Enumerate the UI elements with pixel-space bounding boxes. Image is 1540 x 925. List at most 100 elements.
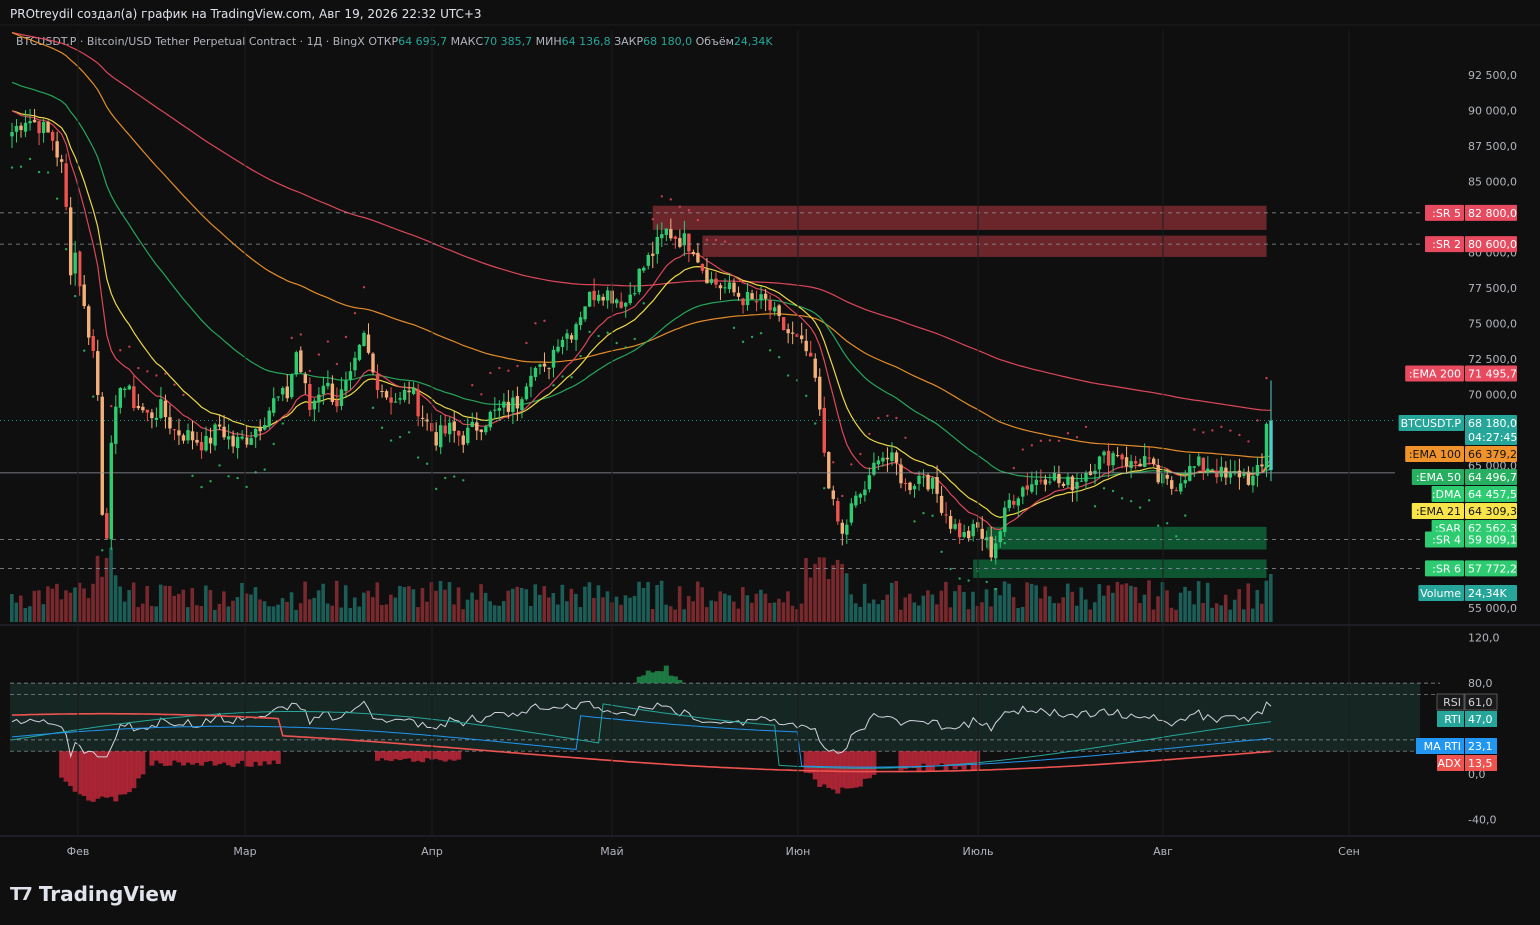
price-tag-label-bg [1411, 469, 1464, 485]
histogram-bar [244, 751, 250, 767]
volume-bar [993, 587, 998, 622]
candle-body [998, 531, 1002, 543]
histogram-bar [961, 751, 967, 770]
candle-body [1269, 420, 1273, 471]
candle-body [272, 398, 276, 413]
volume-bar [488, 601, 492, 622]
candle-body [944, 514, 948, 516]
candle-body [763, 293, 768, 299]
volume-bar [813, 563, 817, 622]
histogram-bar [72, 751, 78, 792]
candle-body [772, 307, 777, 312]
oscillator-tag-label-bg [1416, 738, 1464, 754]
candle-body [1215, 471, 1219, 478]
histogram-bar [902, 751, 908, 770]
volume-bar [849, 594, 853, 622]
volume-bar [768, 602, 772, 622]
volume-bar [795, 609, 799, 622]
sar-dot [841, 494, 844, 498]
candle-body [903, 482, 908, 484]
histogram-bar [217, 751, 223, 765]
price-axis-label: 92 500,0 [1468, 69, 1517, 82]
sar-dot [570, 376, 573, 379]
resistance-zone-sr2 [702, 235, 1267, 257]
histogram-bar [650, 672, 656, 684]
sar-dot [83, 349, 86, 352]
symbol-info-bar: BTCUSDT.P · Bitcoin/USD Tether Perpetual… [16, 35, 773, 48]
histogram-bar [966, 751, 972, 765]
candle-body [660, 234, 664, 239]
sar-dot [759, 331, 763, 335]
sar-dot [128, 345, 131, 348]
sar-dot [389, 439, 393, 442]
candle-body [741, 298, 745, 306]
volume-bar [361, 592, 366, 622]
candle-body [335, 400, 339, 407]
time-axis-label: Май [600, 845, 623, 858]
candle-body [596, 294, 601, 301]
candle-body [41, 121, 46, 134]
sar-dot [859, 452, 862, 456]
volume-bar [240, 582, 244, 622]
histogram-bar [162, 751, 168, 766]
sar-dot [922, 511, 925, 515]
high-label: МАКС [450, 35, 484, 48]
candle-body [23, 122, 28, 132]
sar-dot [146, 370, 149, 373]
histogram-bar [948, 751, 954, 766]
volume-bar [528, 605, 533, 622]
sar-dot [362, 286, 366, 289]
price-tag-label: :DMA [1432, 488, 1462, 501]
oscillator-tag-value: 47,0 [1468, 713, 1493, 726]
sar-dot [19, 165, 23, 168]
tradingview-logo[interactable]: 𝗧𝟳 TradingView [10, 882, 177, 906]
candle-body [87, 306, 91, 338]
histogram-bar [126, 751, 132, 793]
candle-body [59, 159, 64, 162]
sar-dot [453, 475, 456, 478]
sar-dot [705, 238, 709, 242]
support-zone-sr4 [986, 526, 1267, 550]
volume-bar [434, 590, 438, 622]
histogram-bar [226, 751, 232, 766]
candle-body [1174, 490, 1178, 492]
volume-bar [140, 603, 145, 622]
symbol-name[interactable]: BTCUSDT.P · Bitcoin/USD Tether Perpetual… [16, 35, 365, 48]
sar-dot [137, 366, 140, 370]
candle-body [637, 268, 641, 293]
time-axis-label: Июль [962, 845, 993, 858]
volume-bar [208, 589, 213, 622]
candle-body [136, 405, 141, 409]
candle-body [353, 357, 357, 371]
sar-dot [1012, 466, 1015, 470]
candle-body [664, 228, 669, 235]
histogram-bar [176, 751, 182, 763]
sar-dot [209, 480, 212, 483]
sar-dot [805, 394, 808, 397]
sar-dot [949, 567, 952, 571]
volume-bar [537, 594, 542, 622]
volume-bar [700, 587, 705, 622]
histogram-bar [934, 751, 940, 766]
candle-body [957, 523, 962, 538]
candle-body [578, 317, 583, 326]
volume-bar [82, 588, 86, 622]
open-value: 64 695,7 [398, 35, 448, 48]
candle-body [529, 375, 533, 387]
candle-body [312, 400, 317, 410]
candle-body [818, 376, 822, 410]
volume-label: Объём [695, 35, 734, 48]
candle-body [745, 292, 750, 306]
volume-bar [601, 597, 605, 622]
candle-body [37, 121, 41, 134]
volume-bar [533, 584, 538, 622]
candle-body [380, 390, 384, 392]
candle-body [520, 399, 524, 411]
volume-bar [456, 587, 461, 622]
candle-body [682, 233, 687, 246]
histogram-bar [898, 751, 904, 771]
volume-bar [930, 594, 935, 622]
volume-bar [14, 602, 19, 622]
volume-bar [926, 590, 930, 622]
